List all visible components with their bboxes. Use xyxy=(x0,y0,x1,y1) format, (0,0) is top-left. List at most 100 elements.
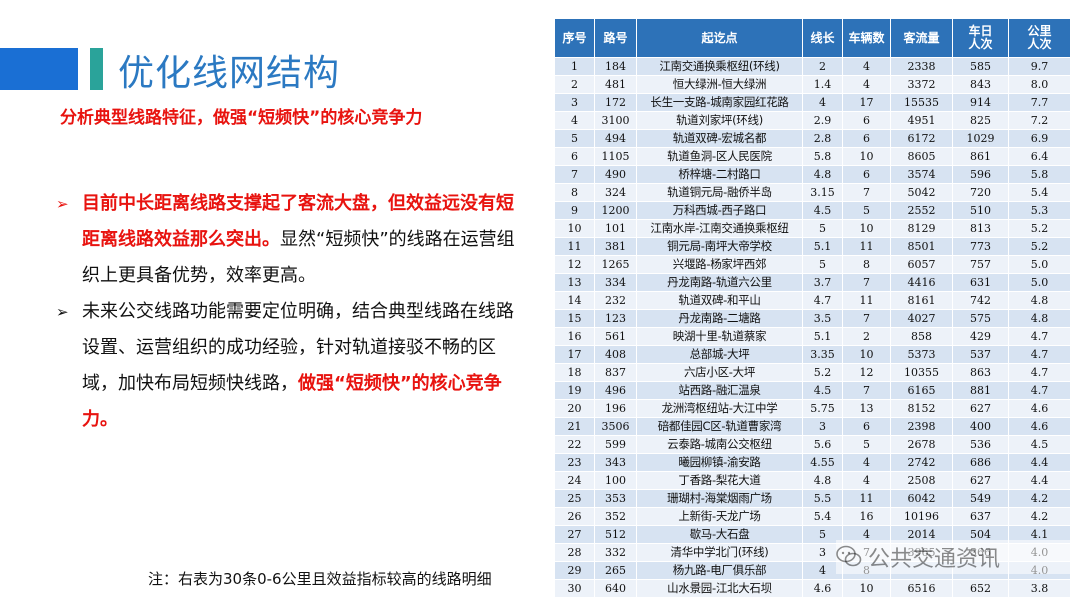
cell-terminals: 轨道双碑-和平山 xyxy=(636,291,803,310)
cell-vehicles: 10 xyxy=(842,219,891,238)
cell-km-trips: 5.8 xyxy=(1008,165,1071,184)
cell-km-trips: 5.2 xyxy=(1008,219,1071,238)
cell-terminals: 总部城-大坪 xyxy=(636,345,803,364)
cell-vehicles: 10 xyxy=(842,147,891,166)
cell-terminals: 江南水岸-江南交通换乘枢纽 xyxy=(636,219,803,238)
table-row: 20 196 龙洲湾枢纽站-大江中学 5.75 13 8152 627 4.6 xyxy=(554,399,1071,418)
cell-vehicles: 5 xyxy=(842,201,891,220)
cell-index: 17 xyxy=(554,345,595,364)
cell-vehicles: 10 xyxy=(842,579,891,598)
cell-route-no: 265 xyxy=(594,561,637,580)
cell-index: 9 xyxy=(554,201,595,220)
cell-vehicle-day-trips: 686 xyxy=(952,453,1009,472)
cell-km-trips: 6.4 xyxy=(1008,147,1071,166)
cell-terminals: 丹龙南路-轨道六公里 xyxy=(636,273,803,292)
cell-vehicles: 2 xyxy=(842,327,891,346)
table-row: 5 494 轨道双碑-宏城名都 2.8 6 6172 1029 6.9 xyxy=(554,129,1071,148)
cell-terminals: 长生一支路-城南家园红花路 xyxy=(636,93,803,112)
cell-km-trips: 4.5 xyxy=(1008,435,1071,454)
cell-length: 2 xyxy=(802,57,843,76)
cell-ridership: 6172 xyxy=(890,129,953,148)
cell-terminals: 山水景园-江北大石坝 xyxy=(636,579,803,598)
cell-route-no: 100 xyxy=(594,471,637,490)
cell-index: 13 xyxy=(554,273,595,292)
slide-title: 优化线网结构 xyxy=(118,53,341,94)
watermark-text: 公共交通资讯 xyxy=(868,547,1001,572)
cell-terminals: 丁香路-梨花大道 xyxy=(636,471,803,490)
cell-length: 4.55 xyxy=(802,453,843,472)
cell-km-trips: 4.7 xyxy=(1008,327,1071,346)
bullet-2-highlight: 做强“短频快”的核心竞争力。 xyxy=(82,373,502,430)
cell-terminals: 轨道双碑-宏城名都 xyxy=(636,129,803,148)
cell-vehicles: 7 xyxy=(842,183,891,202)
cell-ridership: 2678 xyxy=(890,435,953,454)
table-footnote: 注：右表为30条0-6公里且效益指标较高的线路明细 xyxy=(148,570,492,588)
bullet-list: ➢ 目前中长距离线路支撑起了客流大盘，但效益远没有短距离线路效益那么突出。显然“… xyxy=(56,186,526,438)
cell-ridership: 10355 xyxy=(890,363,953,382)
cell-terminals: 江南交通换乘枢纽(环线) xyxy=(636,57,803,76)
cell-index: 21 xyxy=(554,417,595,436)
header-length: 线长 xyxy=(802,18,843,58)
header-km-trips: 公里 人次 xyxy=(1008,18,1071,58)
cell-vehicles: 6 xyxy=(842,165,891,184)
cell-km-trips: 5.4 xyxy=(1008,183,1071,202)
cell-ridership: 8605 xyxy=(890,147,953,166)
cell-vehicle-day-trips: 537 xyxy=(952,345,1009,364)
cell-length: 4.8 xyxy=(802,165,843,184)
cell-terminals: 上新街-天龙广场 xyxy=(636,507,803,526)
cell-route-no: 496 xyxy=(594,381,637,400)
cell-terminals: 站西路-融汇温泉 xyxy=(636,381,803,400)
cell-index: 29 xyxy=(554,561,595,580)
cell-vehicle-day-trips: 627 xyxy=(952,399,1009,418)
cell-vehicles: 17 xyxy=(842,93,891,112)
table-row: 14 232 轨道双碑-和平山 4.7 11 8161 742 4.8 xyxy=(554,291,1071,310)
cell-route-no: 123 xyxy=(594,309,637,328)
table-row: 27 512 歇马-大石盘 5 4 2014 504 4.1 xyxy=(554,525,1071,544)
cell-index: 26 xyxy=(554,507,595,526)
cell-km-trips: 5.0 xyxy=(1008,255,1071,274)
table-row: 18 837 六店小区-大坪 5.2 12 10355 863 4.7 xyxy=(554,363,1071,382)
header-terminals: 起讫点 xyxy=(636,18,803,58)
cell-km-trips: 3.8 xyxy=(1008,579,1071,598)
cell-route-no: 490 xyxy=(594,165,637,184)
cell-terminals: 杨九路-电厂俱乐部 xyxy=(636,561,803,580)
cell-vehicle-day-trips: 773 xyxy=(952,237,1009,256)
cell-vehicles: 4 xyxy=(842,471,891,490)
cell-km-trips: 4.6 xyxy=(1008,399,1071,418)
cell-length: 5.4 xyxy=(802,507,843,526)
cell-vehicle-day-trips: 914 xyxy=(952,93,1009,112)
table-row: 24 100 丁香路-梨花大道 4.8 4 2508 627 4.4 xyxy=(554,471,1071,490)
cell-route-no: 352 xyxy=(594,507,637,526)
cell-terminals: 映湖十里-轨道蔡家 xyxy=(636,327,803,346)
cell-route-no: 599 xyxy=(594,435,637,454)
cell-km-trips: 8.0 xyxy=(1008,75,1071,94)
cell-length: 5.8 xyxy=(802,147,843,166)
cell-terminals: 恒大绿洲-恒大绿洲 xyxy=(636,75,803,94)
cell-vehicle-day-trips: 825 xyxy=(952,111,1009,130)
cell-route-no: 232 xyxy=(594,291,637,310)
cell-terminals: 珊瑚村-海棠烟雨广场 xyxy=(636,489,803,508)
cell-index: 11 xyxy=(554,237,595,256)
cell-km-trips: 7.2 xyxy=(1008,111,1071,130)
cell-terminals: 兴堰路-杨家坪西郊 xyxy=(636,255,803,274)
cell-length: 3.5 xyxy=(802,309,843,328)
cell-terminals: 曦园柳镇-渝安路 xyxy=(636,453,803,472)
cell-ridership: 2508 xyxy=(890,471,953,490)
cell-km-trips: 5.0 xyxy=(1008,273,1071,292)
cell-ridership: 3372 xyxy=(890,75,953,94)
cell-length: 3 xyxy=(802,417,843,436)
cell-route-no: 353 xyxy=(594,489,637,508)
cell-ridership: 8152 xyxy=(890,399,953,418)
header-ridership: 客流量 xyxy=(890,18,953,58)
cell-route-no: 1105 xyxy=(594,147,637,166)
cell-vehicles: 4 xyxy=(842,75,891,94)
cell-vehicle-day-trips: 652 xyxy=(952,579,1009,598)
cell-terminals: 轨道刘家坪(环线) xyxy=(636,111,803,130)
cell-ridership: 8501 xyxy=(890,237,953,256)
cell-km-trips: 4.7 xyxy=(1008,381,1071,400)
cell-route-no: 172 xyxy=(594,93,637,112)
cell-vehicles: 7 xyxy=(842,273,891,292)
cell-index: 16 xyxy=(554,327,595,346)
cell-index: 23 xyxy=(554,453,595,472)
cell-route-no: 481 xyxy=(594,75,637,94)
